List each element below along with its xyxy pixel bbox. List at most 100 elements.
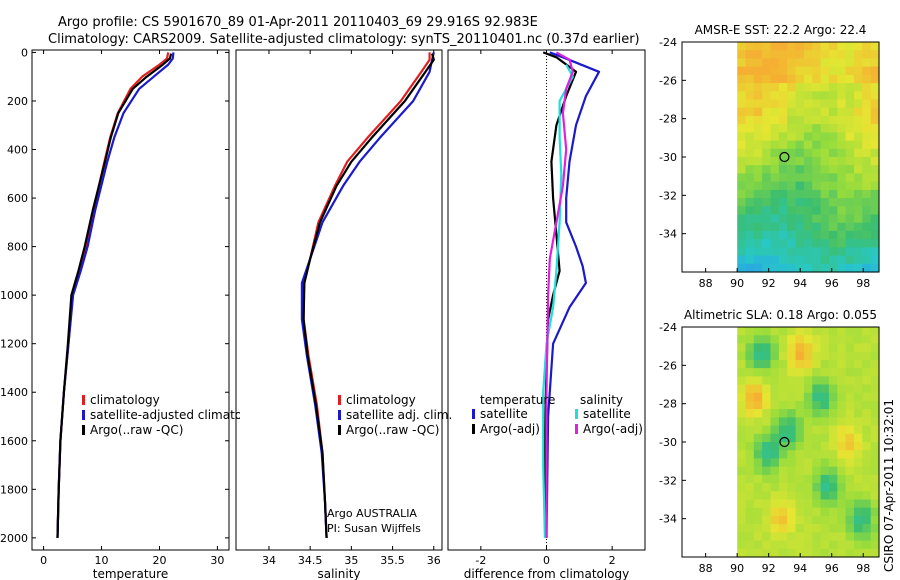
sla_map-heatmap-cell bbox=[803, 540, 813, 550]
temperature-ytick-label: 2000 bbox=[0, 532, 28, 545]
sst_map-heatmap-cell bbox=[862, 66, 872, 76]
sst_map-heatmap-cell bbox=[812, 239, 822, 248]
sst_map-heatmap-cell bbox=[745, 132, 755, 142]
sst_map-heatmap-cell bbox=[762, 157, 772, 166]
sst_map-heatmap-cell bbox=[737, 247, 747, 257]
sla_map-title: Altimetric SLA: 0.18 Argo: 0.055 bbox=[684, 308, 877, 322]
sst_map-heatmap-cell bbox=[854, 173, 863, 183]
sst_map-heatmap-cell bbox=[753, 230, 763, 240]
sst_map-heatmap-cell bbox=[762, 42, 772, 51]
sla_map-heatmap-cell bbox=[837, 474, 847, 484]
sla_map-heatmap-cell bbox=[862, 335, 872, 344]
sst_map-heatmap-cell bbox=[762, 181, 772, 191]
difference-xlabel: difference from climatology bbox=[464, 567, 630, 580]
sst_map-heatmap-cell bbox=[862, 206, 872, 216]
sla_map-heatmap-cell bbox=[870, 491, 880, 501]
sst_map-heatmap-cell bbox=[854, 50, 863, 59]
sla_map-heatmap-cell bbox=[803, 548, 813, 558]
sla_map-heatmap-cell bbox=[745, 327, 755, 336]
sla_map-heatmap-cell bbox=[845, 384, 855, 394]
sst_map-heatmap-cell bbox=[795, 173, 805, 183]
sst_map-heatmap-cell bbox=[862, 58, 872, 68]
sst_map-heatmap-cell bbox=[803, 74, 813, 84]
sst_map-heatmap-cell bbox=[837, 91, 847, 101]
sla_map-heatmap-cell bbox=[837, 450, 847, 459]
salinity-annotation-1: Argo AUSTRALIA bbox=[327, 507, 417, 520]
sla_map-heatmap-cell bbox=[778, 499, 788, 509]
sst_map-heatmap-cell bbox=[762, 83, 772, 92]
sst_map-heatmap-cell bbox=[862, 50, 872, 59]
sst_map-heatmap-cell bbox=[753, 140, 763, 150]
sst_map-heatmap-cell bbox=[837, 107, 847, 117]
sst_map-heatmap-cell bbox=[862, 173, 872, 183]
sst_map-heatmap-cell bbox=[845, 58, 855, 68]
sst_map-heatmap-cell bbox=[845, 42, 855, 51]
sst_map-heatmap-cell bbox=[770, 50, 780, 59]
sst_map-heatmap-cell bbox=[820, 124, 830, 133]
sla_map-heatmap-cell bbox=[770, 450, 780, 459]
sla_map-heatmap-cell bbox=[845, 483, 855, 492]
sst_map-heatmap-cell bbox=[795, 42, 805, 51]
sst_map-heatmap-cell bbox=[870, 140, 880, 150]
sst_map-heatmap-cell bbox=[787, 91, 797, 101]
sla_map-heatmap-cell bbox=[828, 507, 838, 517]
sla_map-heatmap-cell bbox=[828, 409, 838, 418]
sst_map-heatmap-cell bbox=[745, 239, 755, 248]
sla_map-heatmap-cell bbox=[745, 507, 755, 517]
sla_map-heatmap-cell bbox=[820, 442, 830, 451]
sst_map-xtick-label: 88 bbox=[699, 277, 713, 290]
sst_map-heatmap-cell bbox=[787, 115, 797, 125]
sla_map-heatmap-cell bbox=[737, 532, 747, 542]
sst_map-heatmap-cell bbox=[795, 239, 805, 248]
sst_map-heatmap-cell bbox=[737, 124, 747, 133]
sla_map-heatmap-cell bbox=[770, 417, 780, 427]
sst_map-heatmap-cell bbox=[795, 115, 805, 125]
sst_map-heatmap-cell bbox=[837, 124, 847, 133]
sla_map-heatmap-cell bbox=[778, 425, 788, 435]
sst_map-heatmap-cell bbox=[828, 50, 838, 59]
sla_map-heatmap-cell bbox=[803, 483, 813, 492]
sst_map-heatmap-cell bbox=[762, 165, 772, 174]
sla_map-heatmap-cell bbox=[854, 474, 863, 484]
sla_map-heatmap-cell bbox=[854, 359, 863, 369]
sst_map-heatmap-cell bbox=[778, 42, 788, 51]
sst_map-heatmap-cell bbox=[845, 214, 855, 224]
sla_map-heatmap-cell bbox=[862, 548, 872, 558]
sst_map-heatmap-cell bbox=[837, 140, 847, 150]
sst_map-heatmap-cell bbox=[812, 115, 822, 125]
sla_map-heatmap-cell bbox=[737, 499, 747, 509]
difference-salinity-legend-swatch bbox=[575, 424, 578, 434]
sla_map-heatmap-cell bbox=[870, 548, 880, 558]
sst_map-heatmap-cell bbox=[812, 181, 822, 191]
sst_map-heatmap-cell bbox=[820, 50, 830, 59]
sla_map-heatmap-cell bbox=[854, 450, 863, 459]
sst_map-heatmap-cell bbox=[745, 74, 755, 84]
sst_map-heatmap-cell bbox=[803, 107, 813, 117]
sla_map-heatmap-cell bbox=[845, 442, 855, 451]
sst_map-heatmap-cell bbox=[770, 181, 780, 191]
sla_map-heatmap-cell bbox=[787, 433, 797, 443]
sla_map-heatmap-cell bbox=[770, 409, 780, 418]
sst_map-heatmap-cell bbox=[778, 247, 788, 257]
sst_map-heatmap-cell bbox=[737, 173, 747, 183]
sst_map-heatmap-cell bbox=[854, 91, 863, 101]
temperature-legend-swatch bbox=[82, 425, 85, 435]
sla_map-heatmap-cell bbox=[770, 515, 780, 525]
sst_map-heatmap-cell bbox=[770, 206, 780, 216]
sla_map-heatmap-cell bbox=[803, 376, 813, 386]
sla_map-heatmap-cell bbox=[862, 368, 872, 377]
sst_map-heatmap-cell bbox=[803, 115, 813, 125]
sla_map-heatmap-cell bbox=[778, 368, 788, 377]
sla_map-heatmap-cell bbox=[745, 515, 755, 525]
sst_map-heatmap-cell bbox=[828, 132, 838, 142]
sla_map-heatmap-cell bbox=[803, 343, 813, 353]
sla_map-heatmap-cell bbox=[787, 466, 797, 476]
sst_map-heatmap-cell bbox=[803, 189, 813, 199]
sla_map-heatmap-cell bbox=[820, 351, 830, 361]
sla_map-heatmap-cell bbox=[795, 499, 805, 509]
sla_map-heatmap-cell bbox=[862, 417, 872, 427]
sst_map-heatmap-cell bbox=[787, 50, 797, 59]
sla_map-heatmap-cell bbox=[803, 450, 813, 459]
sla_map-heatmap-cell bbox=[745, 351, 755, 361]
sst_map-heatmap-cell bbox=[820, 74, 830, 84]
